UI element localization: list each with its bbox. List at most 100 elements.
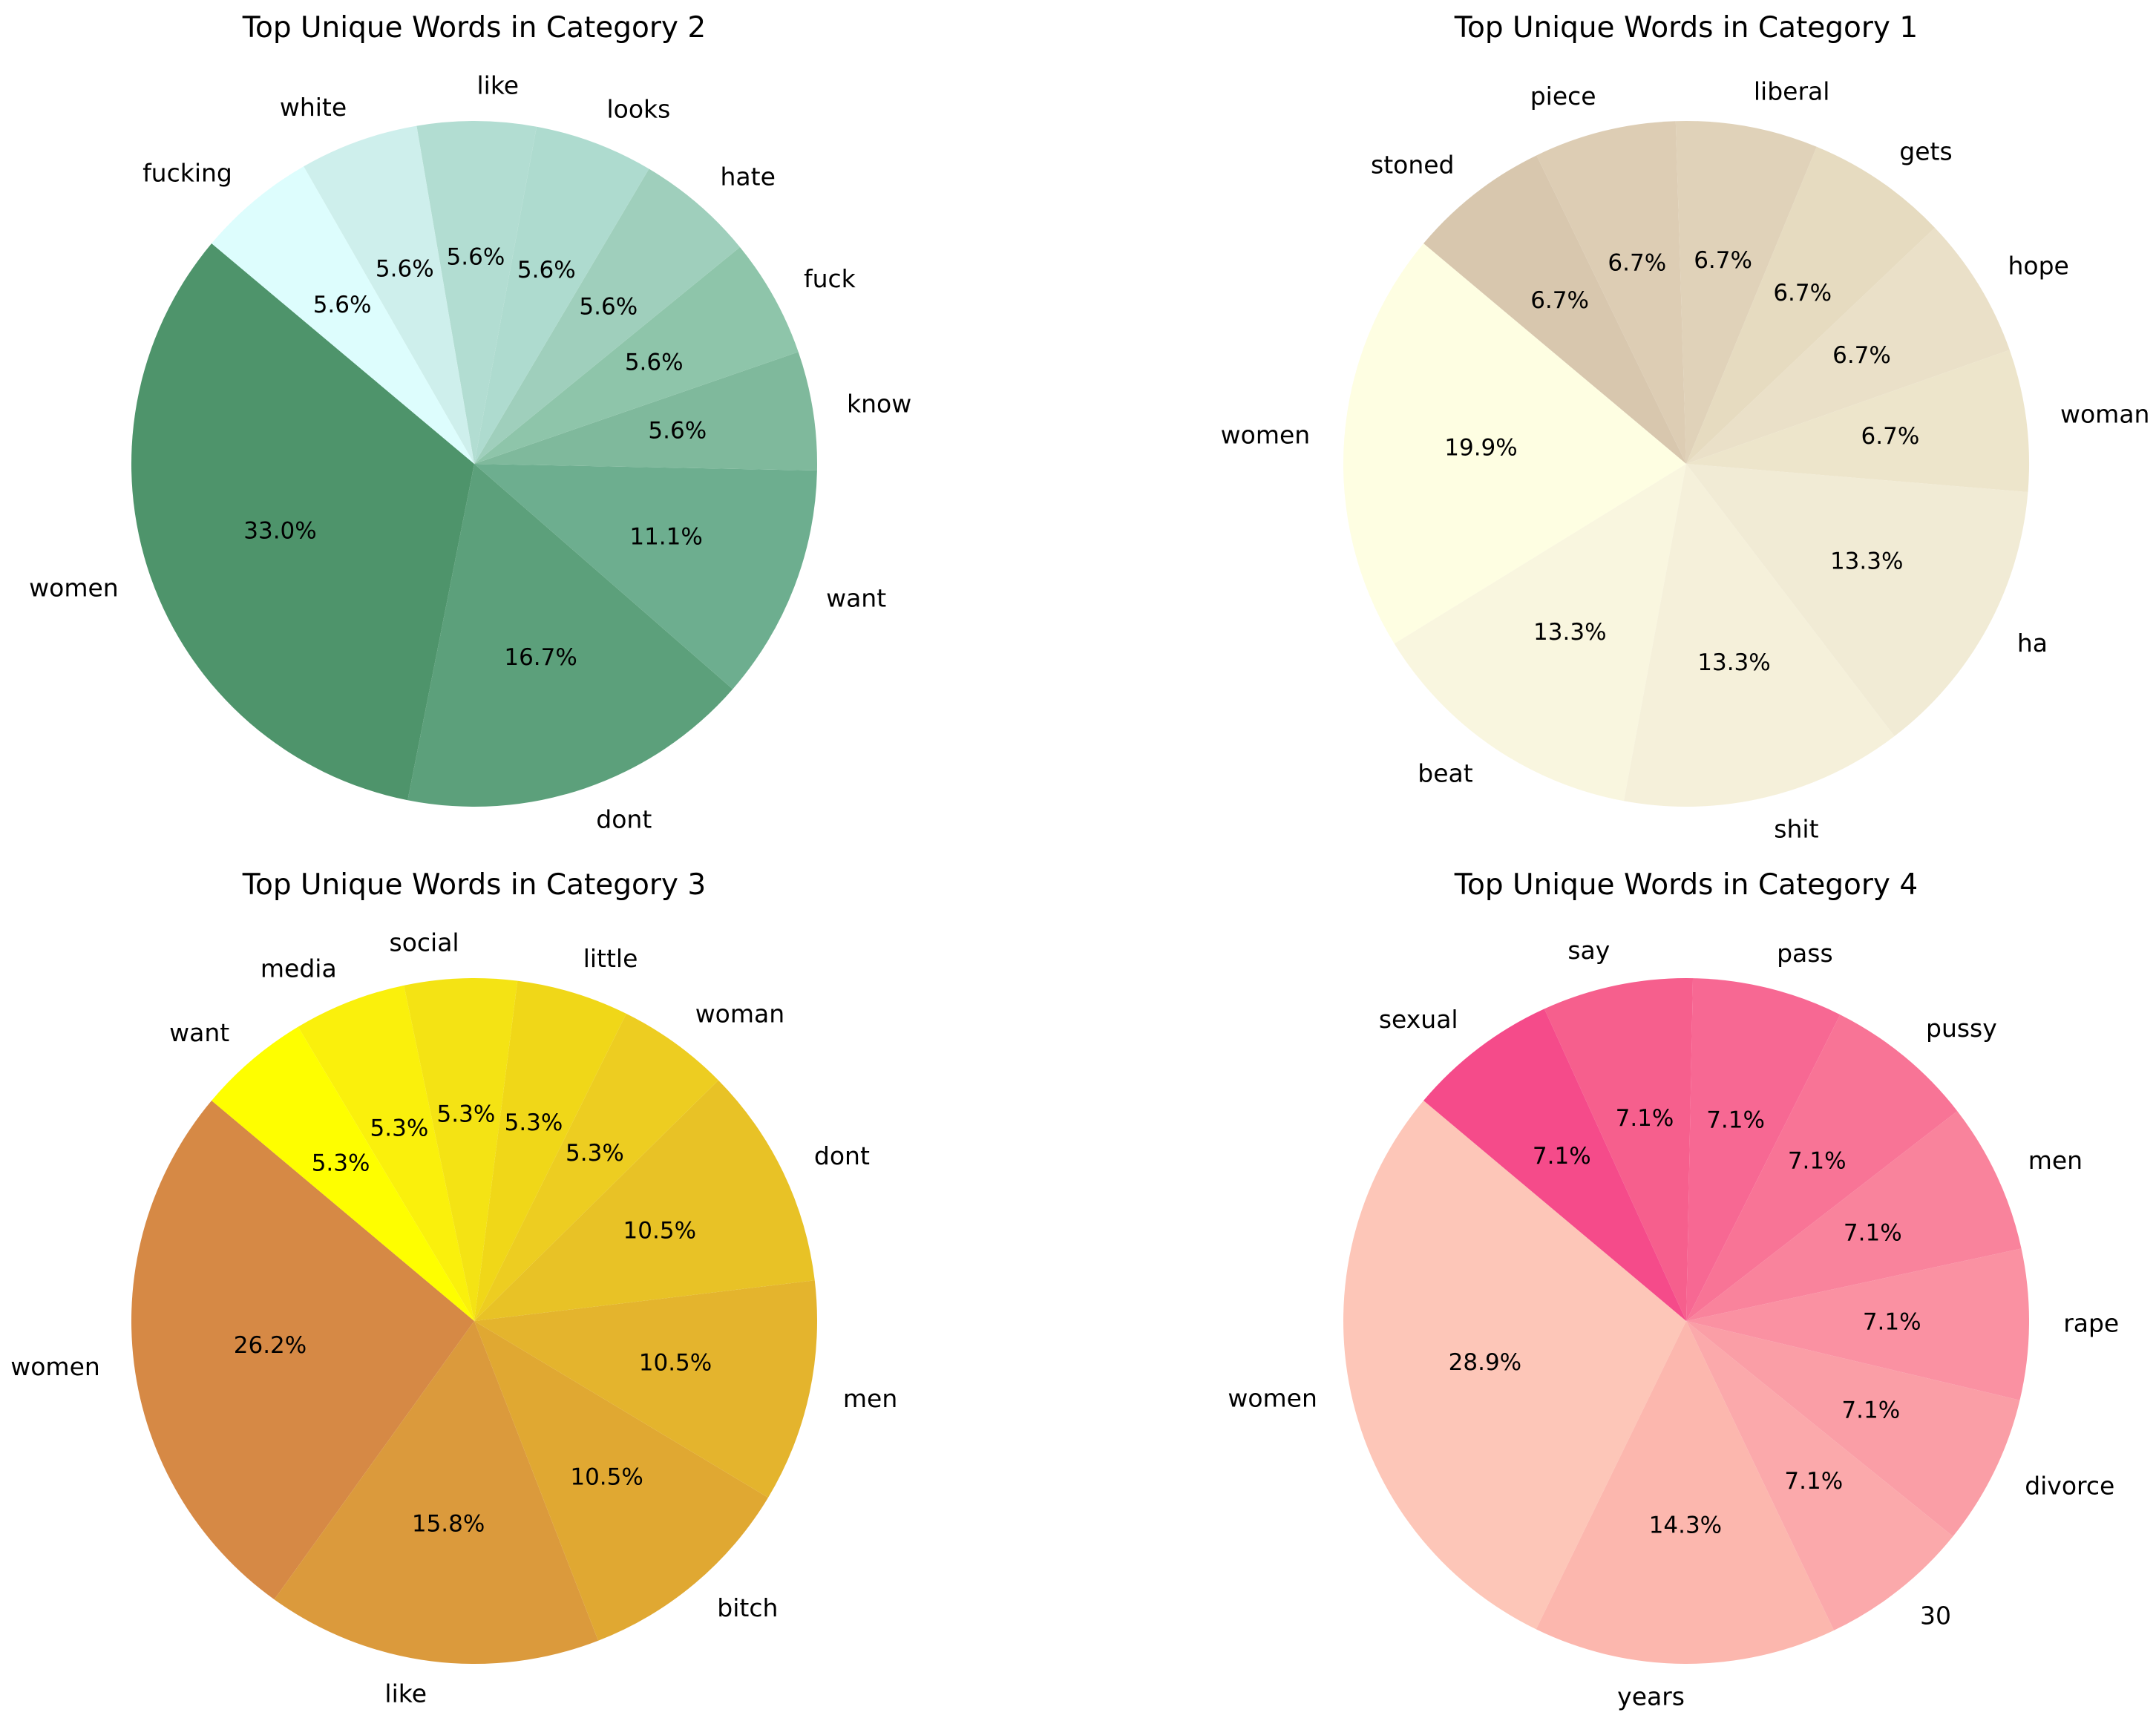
- pie-slices: 19.9% women 13.3% beat 13.3% shit 13.3% ha 6.7% w…: [1221, 77, 2150, 844]
- percent-label: 7.1%: [1844, 1219, 1902, 1246]
- pie-panel-category-1: Top Unique Words in Category 1 19.9% wome…: [1221, 11, 2150, 844]
- percent-label: 10.5%: [639, 1350, 712, 1377]
- pie-slice-gets: [1686, 146, 1936, 465]
- pie-slice-looks: [474, 126, 649, 464]
- chart-title: Top Unique Words in Category 3: [242, 868, 706, 902]
- slice-label: woman: [695, 1000, 784, 1029]
- chart-title: Top Unique Words in Category 1: [1454, 11, 1918, 45]
- pie-slice-ha: [1686, 464, 2028, 737]
- pie-slice-social: [404, 977, 518, 1321]
- slice-label: like: [384, 1679, 427, 1708]
- percent-label: 10.5%: [623, 1217, 696, 1244]
- slice-label: piece: [1530, 82, 1596, 111]
- slice-label: divorce: [2025, 1471, 2114, 1500]
- pie-slice-women: [131, 1101, 474, 1600]
- slice-label: women: [10, 1352, 100, 1381]
- slice-label: dont: [596, 804, 652, 833]
- percent-label: 6.7%: [1773, 280, 1832, 306]
- percent-label: 5.3%: [437, 1101, 496, 1128]
- slice-label: beat: [1418, 759, 1472, 788]
- pie-slice-30: [1686, 1321, 1953, 1630]
- slice-label: women: [29, 573, 119, 602]
- pie-panel-category-2: Top Unique Words in Category 2 33.0% wome…: [29, 11, 911, 833]
- percent-label: 28.9%: [1449, 1349, 1521, 1376]
- slice-label: looks: [607, 95, 671, 124]
- percent-label: 11.1%: [629, 523, 702, 550]
- pie-slice-rape: [1686, 1248, 2030, 1400]
- slice-label: woman: [2060, 400, 2149, 429]
- pie-slice-shit: [1623, 464, 1895, 807]
- slice-label: social: [390, 928, 459, 957]
- percent-label: 7.1%: [1533, 1143, 1591, 1170]
- percent-label: 5.3%: [370, 1115, 429, 1141]
- slice-label: 30: [1920, 1601, 1951, 1630]
- slice-label: stoned: [1371, 151, 1455, 180]
- pie-slice-hate: [474, 168, 741, 464]
- pie-slices: 33.0% women 16.7% dont 11.1% want 5.6% know 5.6%…: [29, 71, 911, 833]
- pie-slice-like: [416, 121, 537, 465]
- slice-label: pass: [1777, 939, 1833, 968]
- slice-label: white: [280, 93, 347, 122]
- chart-title: Top Unique Words in Category 2: [242, 11, 706, 45]
- slice-label: women: [1221, 421, 1311, 450]
- pie-slice-media: [298, 985, 474, 1321]
- percent-label: 6.7%: [1694, 247, 1752, 274]
- percent-label: 10.5%: [570, 1464, 643, 1491]
- percent-label: 7.1%: [1863, 1308, 1921, 1335]
- slice-label: hate: [721, 162, 776, 191]
- slice-label: ha: [2017, 629, 2048, 658]
- percent-label: 5.6%: [579, 293, 638, 320]
- slice-label: pussy: [1926, 1014, 1997, 1043]
- percent-label: 5.3%: [312, 1150, 370, 1177]
- percent-label: 5.3%: [566, 1140, 624, 1167]
- slice-label: say: [1567, 936, 1610, 965]
- pie-slice-woman: [1686, 350, 2029, 493]
- pie-slices: 26.2% women 15.8% like 10.5% bitch 10.5% men 10.…: [10, 928, 897, 1708]
- slice-label: know: [847, 389, 911, 418]
- percent-label: 5.6%: [625, 350, 684, 376]
- percent-label: 6.7%: [1530, 287, 1589, 314]
- pie-slice-stoned: [1423, 155, 1686, 464]
- pie-slice-white: [304, 125, 474, 464]
- percent-label: 26.2%: [234, 1332, 307, 1359]
- pie-slice-want: [212, 1026, 474, 1321]
- percent-label: 6.7%: [1861, 423, 1920, 450]
- percent-label: 5.6%: [376, 256, 434, 283]
- pie-slice-say: [1544, 978, 1694, 1321]
- pie-slice-divorce: [1686, 1321, 2020, 1537]
- pie-slice-know: [474, 352, 817, 471]
- pie-slice-fuck: [474, 247, 799, 464]
- percent-label: 7.1%: [1784, 1468, 1843, 1495]
- slice-label: sexual: [1379, 1005, 1458, 1034]
- pie-slice-women: [1343, 1101, 1686, 1630]
- percent-label: 6.7%: [1832, 342, 1891, 369]
- pie-slice-like: [274, 1321, 599, 1664]
- percent-label: 5.6%: [313, 292, 372, 318]
- pie-slice-liberal: [1675, 121, 1817, 464]
- pie-panel-category-3: Top Unique Words in Category 3 26.2% wome…: [10, 868, 897, 1708]
- slice-label: men: [2028, 1146, 2083, 1175]
- percent-label: 13.3%: [1533, 619, 1606, 646]
- percent-label: 5.3%: [505, 1109, 563, 1136]
- slice-label: fuck: [804, 264, 856, 293]
- slice-label: shit: [1774, 815, 1818, 844]
- slice-label: want: [169, 1018, 229, 1047]
- pie-slice-want: [474, 464, 817, 689]
- pie-slices: 28.9% women 14.3% years 7.1% 30 7.1% divorce 7.1…: [1228, 936, 2119, 1711]
- slice-label: liberal: [1754, 77, 1830, 106]
- pie-slice-dont: [407, 464, 733, 807]
- percent-label: 7.1%: [1616, 1105, 1674, 1132]
- slice-label: women: [1228, 1383, 1317, 1412]
- slice-label: little: [583, 944, 638, 973]
- slice-label: bitch: [717, 1593, 778, 1622]
- pie-panel-category-4: Top Unique Words in Category 4 28.9% wome…: [1228, 868, 2119, 1711]
- percent-label: 14.3%: [1649, 1512, 1722, 1539]
- percent-label: 13.3%: [1830, 548, 1903, 574]
- pie-slice-women: [131, 243, 475, 801]
- pie-slice-woman: [474, 1013, 718, 1321]
- slice-label: rape: [2063, 1309, 2119, 1338]
- percent-label: 13.3%: [1697, 649, 1770, 676]
- pie-slice-men: [1686, 1111, 2022, 1321]
- slice-label: fucking: [142, 159, 232, 188]
